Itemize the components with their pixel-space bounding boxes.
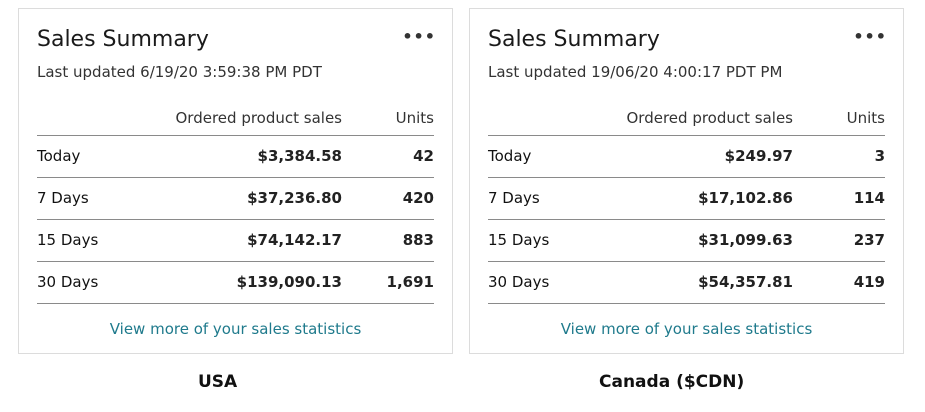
period-label: 30 Days xyxy=(37,273,99,291)
period-label: 30 Days xyxy=(488,273,550,291)
sales-summary-card-canada: Sales Summary Last updated 19/06/20 4:00… xyxy=(469,8,904,354)
column-header-units: Units xyxy=(395,109,434,127)
more-options-icon[interactable]: ••• xyxy=(402,27,436,46)
table-row: 7 Days $17,102.86 114 xyxy=(488,178,885,220)
units-value: 3 xyxy=(874,147,885,165)
caption-usa: USA xyxy=(198,372,238,392)
sales-value: $54,357.81 xyxy=(698,273,793,291)
table-row: 30 Days $139,090.13 1,691 xyxy=(37,262,434,304)
column-header-sales: Ordered product sales xyxy=(175,109,343,127)
last-updated-text: Last updated 6/19/20 3:59:38 PM PDT xyxy=(37,63,322,81)
last-updated-text: Last updated 19/06/20 4:00:17 PDT PM xyxy=(488,63,783,81)
units-value: 1,691 xyxy=(386,273,434,291)
units-value: 420 xyxy=(402,189,434,207)
units-value: 419 xyxy=(853,273,885,291)
sales-value: $74,142.17 xyxy=(247,231,342,249)
table-row: 7 Days $37,236.80 420 xyxy=(37,178,434,220)
table-header: Ordered product sales Units xyxy=(488,105,885,136)
sales-value: $17,102.86 xyxy=(698,189,793,207)
period-label: 7 Days xyxy=(488,189,540,207)
sales-summary-card-usa: Sales Summary Last updated 6/19/20 3:59:… xyxy=(18,8,453,354)
sales-value: $249.97 xyxy=(724,147,793,165)
sales-value: $37,236.80 xyxy=(247,189,342,207)
view-more-stats-link[interactable]: View more of your sales statistics xyxy=(109,320,362,338)
column-header-units: Units xyxy=(846,109,885,127)
table-row: 30 Days $54,357.81 419 xyxy=(488,262,885,304)
card-title: Sales Summary xyxy=(37,27,209,52)
units-value: 114 xyxy=(853,189,885,207)
caption-canada: Canada ($CDN) xyxy=(599,372,745,392)
units-value: 42 xyxy=(413,147,434,165)
table-row: Today $249.97 3 xyxy=(488,136,885,178)
sales-value: $31,099.63 xyxy=(698,231,793,249)
table-row: Today $3,384.58 42 xyxy=(37,136,434,178)
units-value: 883 xyxy=(402,231,434,249)
table-row: 15 Days $74,142.17 883 xyxy=(37,220,434,262)
column-header-sales: Ordered product sales xyxy=(626,109,794,127)
period-label: Today xyxy=(37,147,81,165)
period-label: Today xyxy=(488,147,532,165)
card-title: Sales Summary xyxy=(488,27,660,52)
table-header: Ordered product sales Units xyxy=(37,105,434,136)
table-row: 15 Days $31,099.63 237 xyxy=(488,220,885,262)
sales-table: Ordered product sales Units Today $249.9… xyxy=(488,105,885,304)
sales-value: $139,090.13 xyxy=(236,273,342,291)
sales-value: $3,384.58 xyxy=(257,147,342,165)
period-label: 7 Days xyxy=(37,189,89,207)
units-value: 237 xyxy=(853,231,885,249)
sales-table: Ordered product sales Units Today $3,384… xyxy=(37,105,434,304)
period-label: 15 Days xyxy=(37,231,99,249)
period-label: 15 Days xyxy=(488,231,550,249)
view-more-stats-link[interactable]: View more of your sales statistics xyxy=(560,320,813,338)
more-options-icon[interactable]: ••• xyxy=(853,27,887,46)
